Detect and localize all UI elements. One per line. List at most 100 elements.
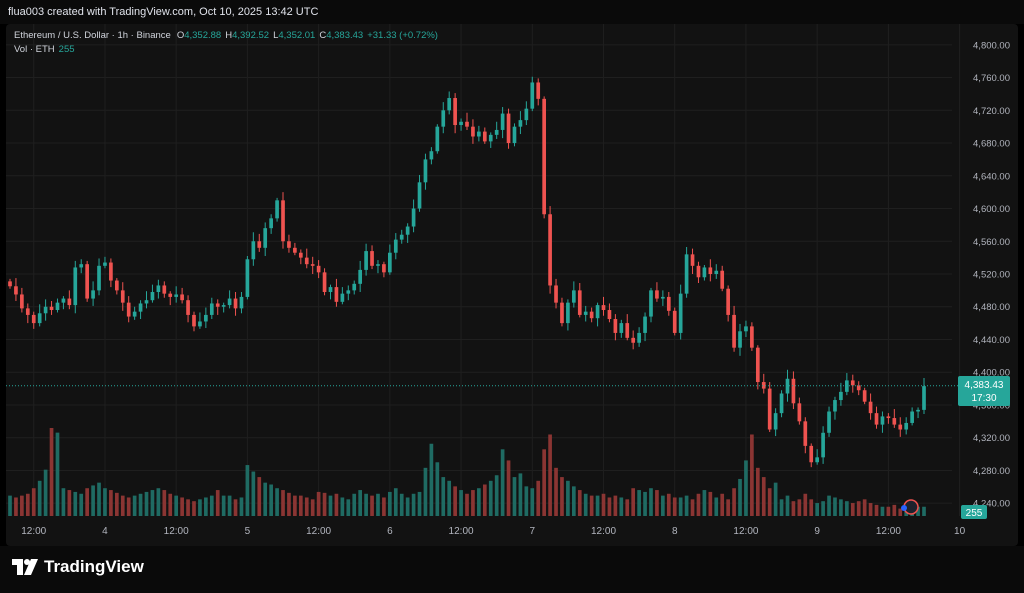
price-tick-label: 4,520.00 <box>973 270 1010 281</box>
volume-bar <box>566 480 570 516</box>
volume-bar <box>577 490 582 516</box>
candle-body <box>696 265 701 278</box>
candle-body <box>340 293 345 302</box>
price-tick-label: 4,440.00 <box>973 335 1010 346</box>
candle-body <box>850 380 855 386</box>
candle-body <box>138 303 143 312</box>
candle-body <box>892 418 897 425</box>
grid-lines <box>6 24 961 516</box>
candle-body <box>809 445 814 463</box>
footer <box>0 546 1024 593</box>
price-axis[interactable]: 4,240.004,280.004,320.004,360.004,400.00… <box>973 40 1010 509</box>
close-label: C <box>319 30 327 41</box>
candle-body <box>316 265 321 273</box>
candle-body <box>536 82 541 99</box>
candle-body <box>797 403 802 422</box>
candle-body <box>477 131 481 137</box>
volume-bar <box>120 495 125 516</box>
candle-body <box>382 264 386 273</box>
candle-body <box>791 378 796 404</box>
price-tick-label: 4,680.00 <box>973 139 1010 150</box>
candle-body <box>114 280 119 291</box>
symbol-title[interactable]: Ethereum / U.S. Dollar · 1h · Binance <box>14 30 171 41</box>
volume-bar <box>542 449 546 516</box>
candle-body <box>162 285 167 294</box>
volume-bar <box>554 467 558 516</box>
volume-bar <box>643 491 647 516</box>
candle-body <box>767 388 772 430</box>
candle-body <box>785 378 790 394</box>
volume-bar <box>714 497 719 516</box>
volume-bar <box>459 490 463 516</box>
candle-body <box>916 409 920 412</box>
candle-body <box>251 241 256 260</box>
tradingview-logo[interactable]: TradingView <box>12 557 144 577</box>
candle-body <box>126 302 131 317</box>
candle-body <box>839 391 843 401</box>
candle-body <box>370 251 374 266</box>
price-tick-label: 4,640.00 <box>973 171 1010 182</box>
volume-label[interactable]: Vol · ETH <box>14 44 55 55</box>
candlestick-chart[interactable]: 4,240.004,280.004,320.004,360.004,400.00… <box>6 24 1018 546</box>
candle-body <box>779 393 784 414</box>
volume-bar <box>678 497 683 516</box>
candle-body <box>61 298 66 303</box>
volume-bar <box>293 495 297 516</box>
candle-body <box>103 262 107 266</box>
volume-bar <box>548 434 552 516</box>
volume-bar <box>257 477 262 516</box>
volume-bar <box>898 508 903 516</box>
candle-body <box>471 126 475 137</box>
candle-body <box>239 296 244 309</box>
volume-bar <box>251 471 256 516</box>
candle-body <box>393 239 398 253</box>
candle-body <box>43 306 48 314</box>
volume-bar <box>168 493 173 516</box>
flag-icon[interactable] <box>901 505 907 511</box>
price-tick-label: 4,480.00 <box>973 302 1010 313</box>
candle-body <box>91 290 95 299</box>
price-tick-label: 4,400.00 <box>973 368 1010 379</box>
volume-bar <box>346 499 351 516</box>
candle-body <box>25 308 30 315</box>
volume-bar <box>174 495 179 516</box>
candle-body <box>263 228 268 248</box>
volume-bar <box>607 497 612 516</box>
volume-bar <box>477 488 481 516</box>
candle-body <box>281 200 285 242</box>
candle-body <box>488 134 493 142</box>
high-value: 4,392.52 <box>232 30 270 41</box>
time-tick-label: 12:00 <box>306 526 331 537</box>
volume-bar <box>571 486 576 516</box>
countdown-label: 17:30 <box>971 393 996 404</box>
candle-body <box>566 302 570 324</box>
volume-bar <box>423 467 428 516</box>
time-axis[interactable]: 12:00 4 12:00 5 12:00 6 12:00 7 12:00 8 12:00 9 12:0… <box>21 526 1018 537</box>
volume-bar <box>126 497 131 516</box>
candle-body <box>275 200 279 219</box>
volume-bar <box>880 506 885 516</box>
candle-body <box>221 305 226 307</box>
tradingview-logo-icon <box>12 559 38 575</box>
volume-bar <box>31 488 36 516</box>
volume-bar <box>287 492 291 516</box>
volume-bar <box>666 493 671 516</box>
time-tick-label: 4 <box>102 526 108 537</box>
candle-body <box>447 98 452 111</box>
candle-body <box>898 424 903 430</box>
volume-bar <box>55 432 60 516</box>
volume-bar <box>447 480 452 516</box>
last-price-tag <box>958 376 1010 406</box>
candle-body <box>922 386 926 410</box>
price-tick-label: 4,240.00 <box>973 499 1010 510</box>
candle-body <box>684 254 689 294</box>
volume-bar <box>138 493 143 516</box>
volume-bar <box>886 506 891 516</box>
volume-bar <box>221 495 226 516</box>
volume-bar <box>536 480 541 516</box>
time-tick-label: 5 <box>245 526 251 537</box>
candle-body <box>524 108 529 121</box>
events-markers[interactable] <box>901 499 919 515</box>
price-tick-label: 4,600.00 <box>973 204 1010 215</box>
